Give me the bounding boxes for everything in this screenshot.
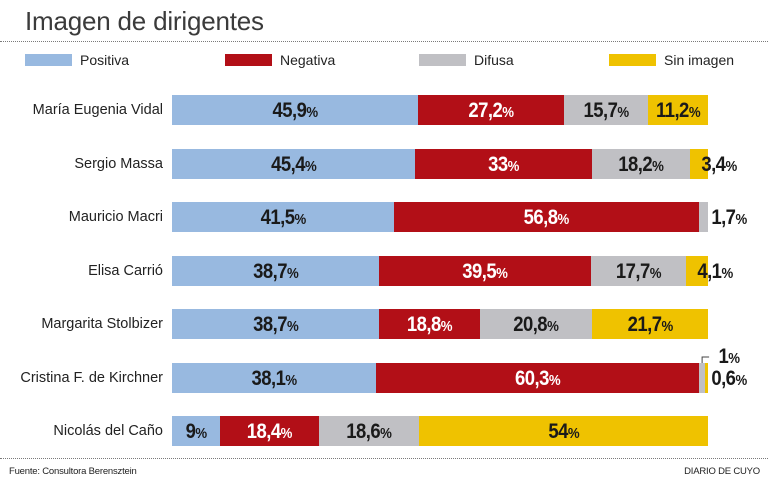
data-label-difusa: 1%	[718, 345, 741, 368]
category-label: Cristina F. de Kirchner	[20, 370, 163, 386]
bar-sin-imagen	[418, 416, 708, 446]
data-label-positiva: 45,4%	[271, 153, 317, 176]
bar-negativa	[415, 149, 593, 179]
data-label-sin-imagen: 4,1%	[697, 260, 733, 283]
data-label-negativa: 33%	[488, 153, 520, 176]
source-note: Fuente: Consultora Berensztein	[9, 466, 137, 477]
bar-difusa	[591, 256, 686, 286]
bar-difusa	[480, 309, 592, 339]
legend-swatch	[25, 54, 72, 66]
data-label-negativa: 27,2%	[468, 99, 514, 122]
category-label: Nicolás del Caño	[53, 423, 163, 439]
data-label-positiva: 38,1%	[251, 367, 298, 390]
title-divider	[0, 41, 768, 42]
legend-swatch	[225, 54, 272, 66]
bar-negativa	[220, 416, 319, 446]
bar-difusa	[698, 202, 708, 232]
category-label: Sergio Massa	[74, 156, 163, 172]
data-label-positiva: 38,7%	[253, 260, 299, 283]
legend-label: Positiva	[80, 52, 130, 68]
bar-difusa	[563, 95, 648, 125]
chart-title: Imagen de dirigentes	[25, 6, 264, 36]
bar-negativa	[379, 309, 481, 339]
legend-label: Sin imagen	[664, 52, 735, 68]
bar-positiva	[172, 256, 380, 286]
category-label: María Eugenia Vidal	[32, 102, 163, 118]
bar-sin-imagen	[647, 95, 708, 125]
bar-sin-imagen	[689, 149, 708, 179]
data-label-sin-imagen: 0,6%	[711, 367, 747, 390]
data-label-negativa: 56,8%	[524, 206, 570, 229]
data-label-negativa: 39,5%	[462, 260, 509, 283]
bar-positiva	[172, 363, 377, 393]
legend-label: Negativa	[280, 52, 336, 68]
bar-difusa	[699, 363, 705, 393]
legend-item-negativa: Negativa	[225, 52, 335, 68]
bar-negativa	[418, 95, 564, 125]
data-label-difusa: 17,7%	[616, 260, 662, 283]
category-label: Margarita Stolbizer	[41, 316, 163, 332]
data-label-difusa: 1,7%	[711, 206, 747, 229]
data-label-sin-imagen: 21,7%	[627, 313, 673, 336]
bar-positiva	[172, 95, 419, 125]
bar-positiva	[172, 416, 221, 446]
bar-positiva	[172, 149, 416, 179]
data-label-sin-imagen: 11,2%	[655, 99, 701, 122]
category-label: Elisa Carrió	[88, 263, 163, 279]
bar-negativa	[376, 363, 700, 393]
bar-sin-imagen	[591, 309, 708, 339]
footer-divider	[0, 458, 768, 459]
data-label-negativa: 60,3%	[515, 367, 561, 390]
legend-item-positiva: Positiva	[25, 52, 129, 68]
data-label-positiva: 38,7%	[253, 313, 299, 336]
data-label-negativa: 18,4%	[246, 420, 293, 443]
bar-sin-imagen	[686, 256, 708, 286]
legend-item-sin-imagen: Sin imagen	[609, 52, 734, 68]
data-label-difusa: 15,7%	[583, 99, 629, 122]
legend-swatch	[419, 54, 466, 66]
bar-negativa	[379, 256, 592, 286]
bar-sin-imagen	[704, 363, 708, 393]
data-label-positiva: 41,5%	[260, 206, 307, 229]
legend-item-difusa: Difusa	[419, 52, 514, 68]
bar-difusa	[318, 416, 419, 446]
legend-swatch	[609, 54, 656, 66]
bar-negativa	[394, 202, 699, 232]
data-label-positiva: 9%	[185, 420, 208, 443]
data-label-negativa: 18,8%	[407, 313, 453, 336]
bar-positiva	[172, 202, 395, 232]
data-label-sin-imagen: 54%	[547, 420, 579, 443]
publisher-credit: DIARIO DE CUYO	[684, 466, 760, 477]
bar-difusa	[592, 149, 690, 179]
legend-label: Difusa	[474, 52, 514, 68]
data-label-difusa: 18,2%	[618, 153, 664, 176]
bar-positiva	[172, 309, 380, 339]
category-label: Mauricio Macri	[68, 209, 163, 225]
data-label-difusa: 18,6%	[346, 420, 392, 443]
data-label-difusa: 20,8%	[513, 313, 559, 336]
data-label-positiva: 45,9%	[272, 99, 318, 122]
data-label-sin-imagen: 3,4%	[701, 153, 737, 176]
